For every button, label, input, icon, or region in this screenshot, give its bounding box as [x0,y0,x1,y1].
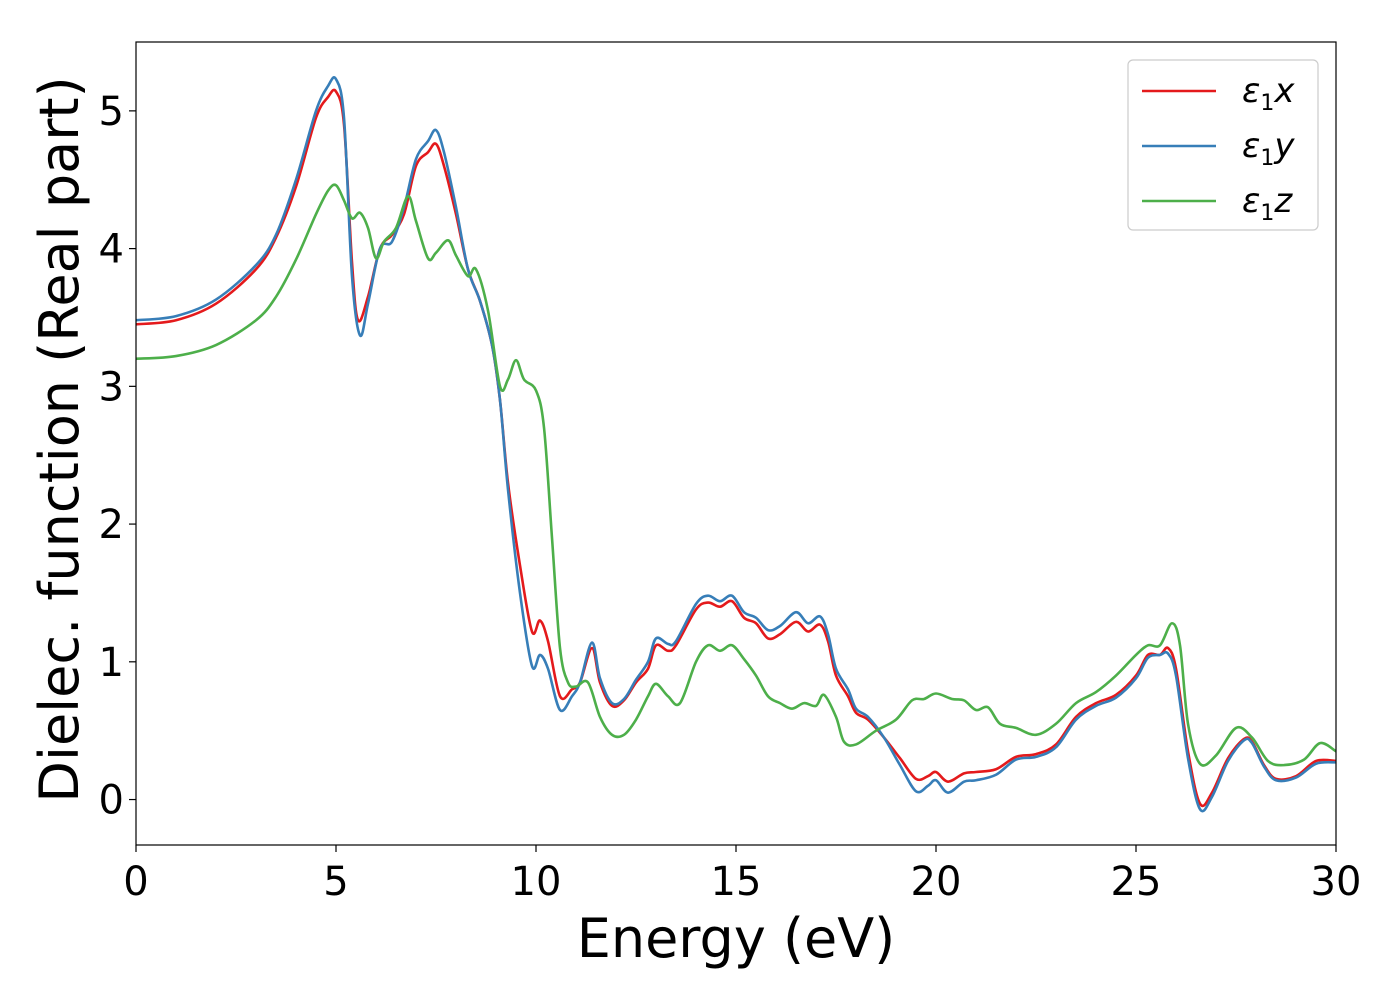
x-tick-label: 30 [1311,859,1362,905]
y-tick-label: 4 [99,227,124,273]
x-tick-label: 20 [911,859,962,905]
legend: ε1x ε1y ε1z [1127,59,1319,231]
x-axis-label: Energy (eV) [577,907,896,970]
x-tick-label: 25 [1111,859,1162,905]
series-line-y [135,75,1337,813]
y-tick-label: 3 [99,364,124,410]
y-tick-label: 0 [99,778,124,824]
x-tick-label: 15 [711,859,762,905]
legend-box [1127,59,1319,231]
y-tick-label: 1 [99,640,124,686]
series-layer [135,75,1337,813]
legend-label: ε1y [1242,126,1295,171]
legend-label: ε1x [1242,71,1295,116]
y-axis: 0 1 2 3 4 5 [99,89,136,824]
y-axis-label: Dielec. function (Real part) [28,76,91,802]
x-tick-label: 5 [323,859,348,905]
y-tick-label: 5 [99,89,124,135]
x-axis: 0 5 10 15 20 25 30 [123,845,1361,905]
x-tick-label: 10 [511,859,562,905]
series-line-z [135,183,1337,767]
legend-label: ε1z [1242,181,1293,226]
x-tick-label: 0 [123,859,148,905]
y-tick-label: 2 [99,502,124,548]
